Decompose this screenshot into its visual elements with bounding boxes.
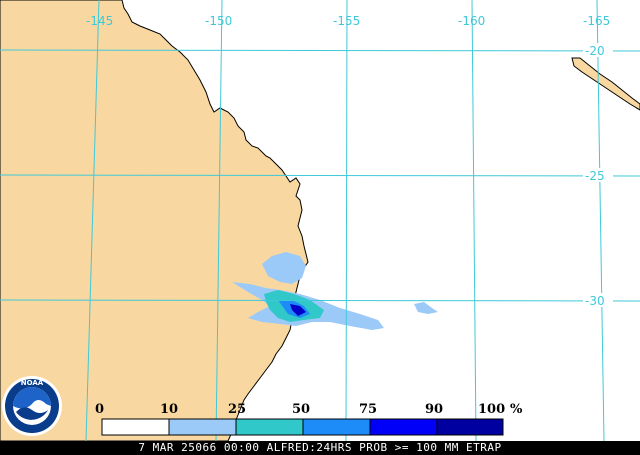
legend-colorbar [101, 418, 504, 436]
new-caledonia-land [571, 57, 640, 111]
lat-label: -25 [585, 169, 605, 183]
australia-land [0, 0, 309, 442]
legend-bin-0-10 [101, 418, 170, 436]
meridian-145 [85, 0, 100, 442]
legend-bin-10-25 [168, 418, 237, 436]
legend-tick: 90 [425, 402, 443, 417]
meridian-160 [471, 0, 477, 442]
longitude-labels: -145 -150 -155 -160 -165 [86, 14, 610, 28]
parallel-30 [0, 299, 640, 302]
prob-10-25-east-blob [414, 302, 438, 314]
legend-bin-25-50 [235, 418, 304, 436]
legend-ticks: 0 10 25 50 75 90 100 % [95, 402, 523, 417]
lat-lon-grid [0, 0, 640, 442]
parallel-20 [0, 49, 640, 52]
meridian-150 [215, 0, 223, 442]
lon-label: -145 [86, 14, 113, 28]
prob-10-25-north-lobe [262, 252, 306, 284]
lat-label: -30 [585, 294, 605, 308]
noaa-logo-text: NOAA [21, 379, 44, 387]
legend-unit: % [510, 402, 523, 417]
lat-label: -20 [585, 44, 605, 58]
latitude-labels: -20 -25 -30 [583, 43, 613, 308]
prob-75-90 [290, 304, 306, 316]
legend-bin-50-75 [302, 418, 371, 436]
legend-tick: 100 [478, 402, 505, 417]
legend-bin-75-90 [369, 418, 438, 436]
legend-tick: 25 [228, 402, 246, 417]
lon-label: -160 [458, 14, 485, 28]
legend-tick: 10 [160, 402, 178, 417]
legend-bin-90-100 [436, 418, 504, 436]
legend-tick: 50 [292, 402, 310, 417]
product-caption: 7 MAR 25066 00:00 ALFRED:24HRS PROB >= 1… [0, 441, 640, 455]
lon-label: -150 [205, 14, 232, 28]
lon-label: -155 [333, 14, 360, 28]
legend-tick: 0 [95, 402, 104, 417]
legend-tick: 75 [359, 402, 377, 417]
lon-label: -165 [583, 14, 610, 28]
meridian-165 [596, 0, 605, 442]
noaa-logo: NOAA [2, 376, 62, 436]
meridian-155 [345, 0, 348, 442]
parallel-25 [0, 174, 640, 177]
